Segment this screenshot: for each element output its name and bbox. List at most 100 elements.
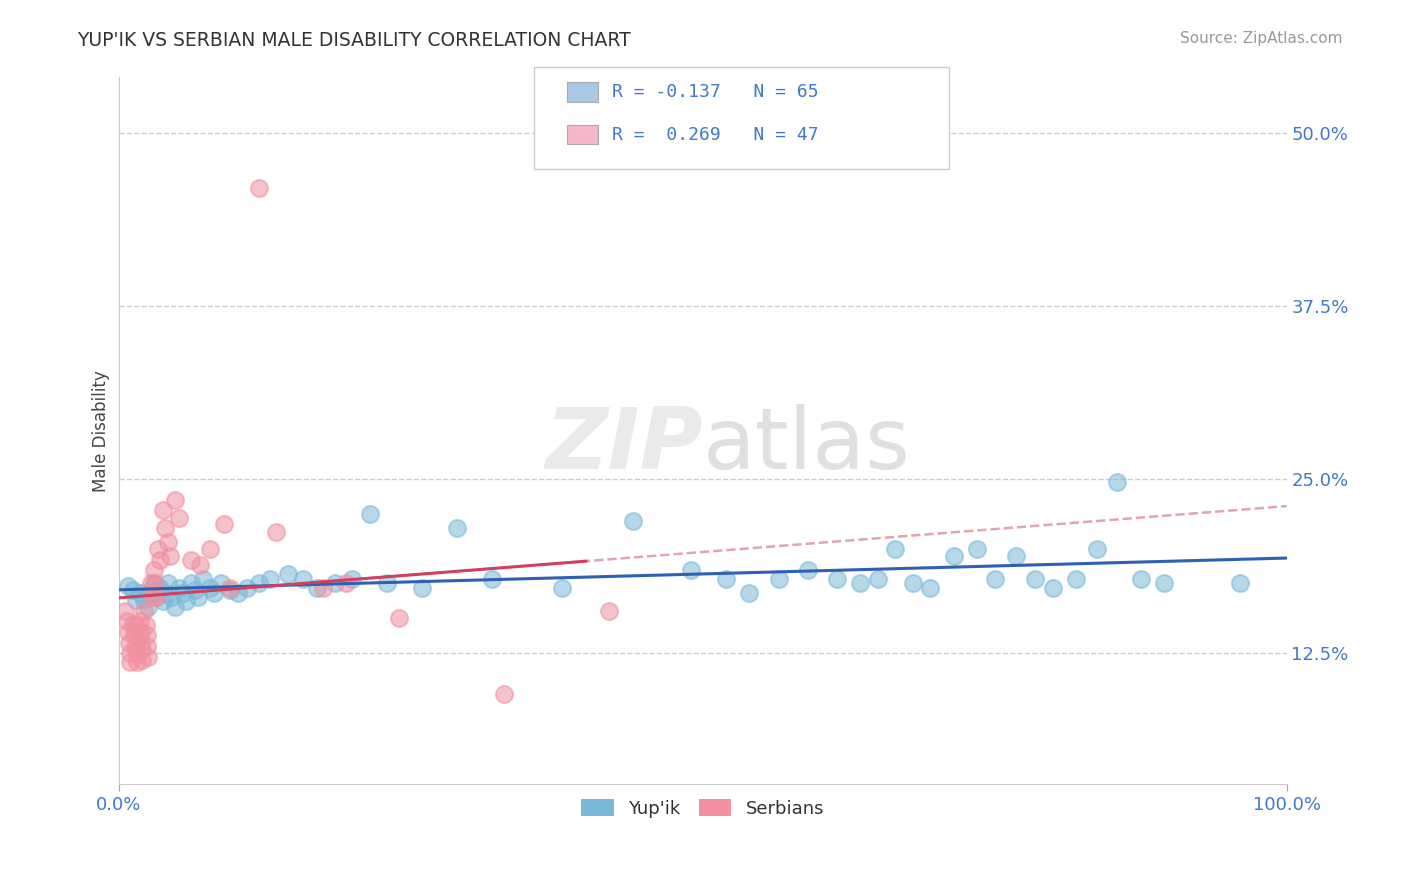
Point <box>866 572 889 586</box>
Point <box>129 624 152 639</box>
Point <box>446 521 468 535</box>
Point <box>172 586 194 600</box>
Point <box>125 646 148 660</box>
Point <box>259 572 281 586</box>
Point <box>359 507 381 521</box>
Point <box>156 534 179 549</box>
Point <box>388 611 411 625</box>
Point <box>183 583 205 598</box>
Point <box>942 549 965 563</box>
Text: YUP'IK VS SERBIAN MALE DISABILITY CORRELATION CHART: YUP'IK VS SERBIAN MALE DISABILITY CORREL… <box>77 31 631 50</box>
Point <box>135 639 157 653</box>
Point <box>1042 581 1064 595</box>
Point <box>135 628 157 642</box>
Point <box>920 581 942 595</box>
Text: Source: ZipAtlas.com: Source: ZipAtlas.com <box>1180 31 1343 46</box>
Point <box>141 591 163 605</box>
Point <box>598 604 620 618</box>
Point <box>209 576 232 591</box>
Point <box>247 576 270 591</box>
Point <box>125 593 148 607</box>
Point <box>714 572 737 586</box>
Point <box>204 586 226 600</box>
Point <box>481 572 503 586</box>
Point <box>1066 572 1088 586</box>
Text: R =  0.269   N = 47: R = 0.269 N = 47 <box>612 126 818 144</box>
Text: R = -0.137   N = 65: R = -0.137 N = 65 <box>612 83 818 101</box>
Point <box>218 583 240 598</box>
Point <box>1229 576 1251 591</box>
Point <box>131 653 153 667</box>
Point <box>551 581 574 595</box>
Point <box>155 586 177 600</box>
Point <box>494 687 516 701</box>
Point <box>849 576 872 591</box>
Point <box>169 511 191 525</box>
Point <box>1107 475 1129 490</box>
Point <box>176 594 198 608</box>
Point <box>738 586 761 600</box>
Point <box>136 599 159 614</box>
Point <box>134 604 156 618</box>
Point <box>901 576 924 591</box>
Point <box>180 576 202 591</box>
Point <box>114 604 136 618</box>
Point <box>128 614 150 628</box>
Point <box>141 583 163 598</box>
Point <box>136 649 159 664</box>
Point <box>1153 576 1175 591</box>
Point <box>180 553 202 567</box>
Point <box>277 566 299 581</box>
Point <box>247 181 270 195</box>
Point <box>131 641 153 656</box>
Point <box>1004 549 1026 563</box>
Point <box>159 549 181 563</box>
Point <box>148 541 170 556</box>
Point <box>145 591 167 605</box>
Legend: Yup'ik, Serbians: Yup'ik, Serbians <box>574 792 831 825</box>
Point <box>1129 572 1152 586</box>
Point <box>190 558 212 573</box>
Point <box>966 541 988 556</box>
Point <box>122 628 145 642</box>
Point <box>121 583 143 598</box>
Point <box>198 541 221 556</box>
Point <box>115 614 138 628</box>
Point <box>884 541 907 556</box>
Point <box>292 572 315 586</box>
Point <box>127 656 149 670</box>
Point <box>125 618 148 632</box>
Point <box>148 553 170 567</box>
Point <box>768 572 790 586</box>
Point <box>142 576 165 591</box>
Point <box>145 591 167 605</box>
Point <box>135 618 157 632</box>
Point <box>121 618 143 632</box>
Point <box>152 594 174 608</box>
Y-axis label: Male Disability: Male Disability <box>93 370 110 491</box>
Point <box>118 636 141 650</box>
Point <box>129 636 152 650</box>
Point <box>187 591 209 605</box>
Point <box>142 563 165 577</box>
Point <box>218 581 240 595</box>
Point <box>236 581 259 595</box>
Point <box>163 599 186 614</box>
Point <box>375 576 398 591</box>
Point <box>679 563 702 577</box>
Point <box>143 576 166 591</box>
Point <box>212 516 235 531</box>
Point <box>117 624 139 639</box>
Point <box>312 581 335 595</box>
Point <box>191 572 214 586</box>
Point <box>621 514 644 528</box>
Point <box>266 525 288 540</box>
Point <box>155 521 177 535</box>
Text: atlas: atlas <box>703 403 911 486</box>
Point <box>163 493 186 508</box>
Point <box>411 581 433 595</box>
Point <box>335 576 357 591</box>
Point <box>169 581 191 595</box>
Point <box>152 503 174 517</box>
Point <box>1024 572 1046 586</box>
